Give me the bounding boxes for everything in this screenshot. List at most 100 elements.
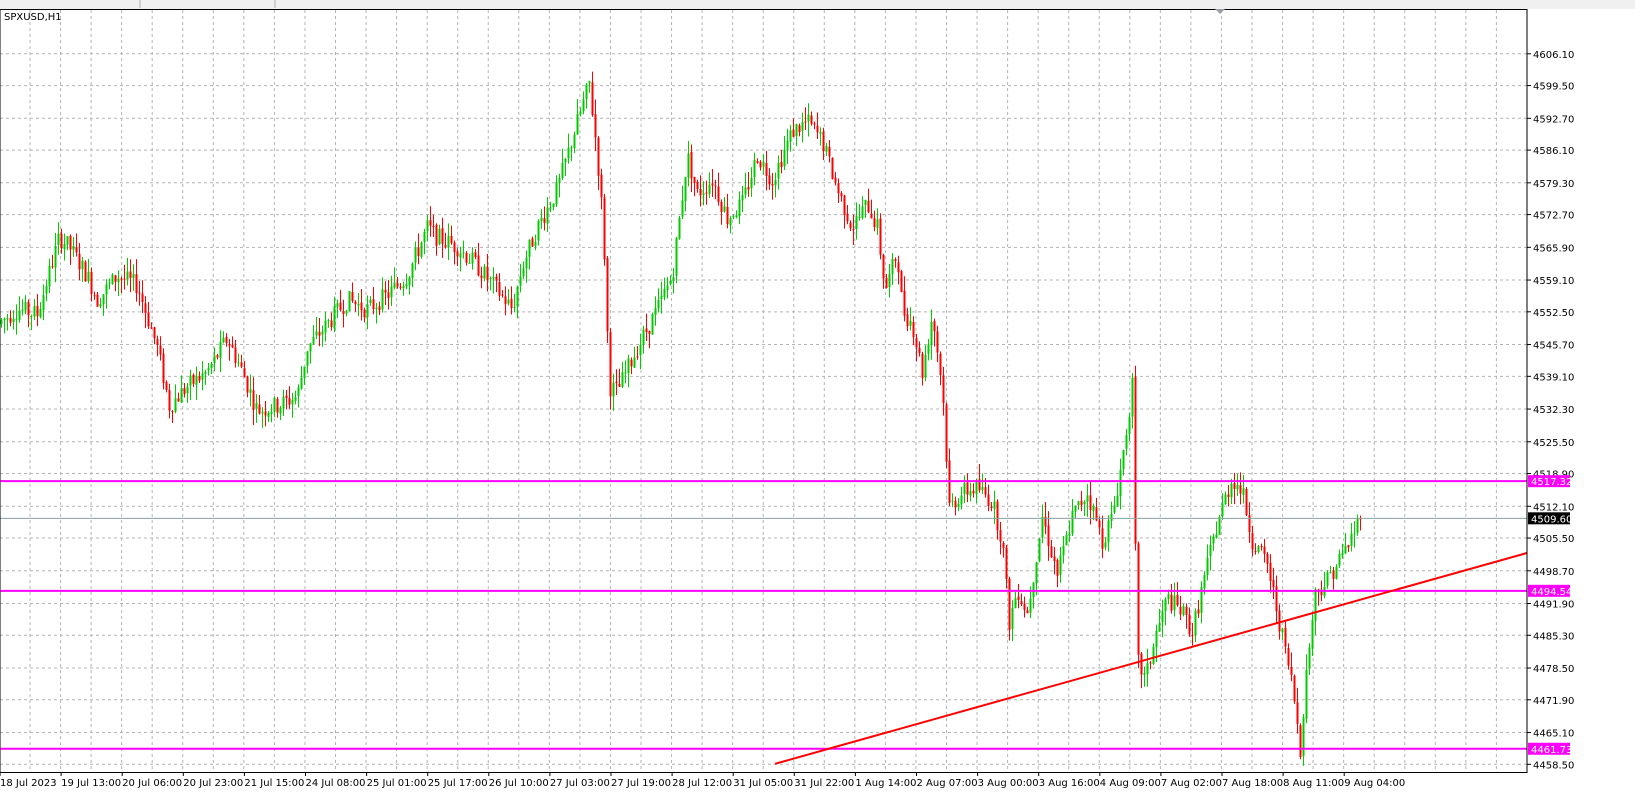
candle-body	[993, 501, 996, 509]
candle	[204, 369, 207, 385]
candle-body	[387, 292, 390, 298]
candle	[741, 186, 744, 213]
candle	[588, 80, 591, 93]
candle	[1332, 566, 1335, 590]
candle-body	[1122, 450, 1125, 470]
candle	[528, 239, 531, 270]
candle	[915, 333, 918, 362]
candle-body	[951, 500, 954, 502]
candle-body	[210, 363, 213, 369]
candle	[1272, 567, 1275, 600]
time-tick-label: 25 Jul 01:00	[367, 778, 427, 789]
candle	[12, 310, 15, 330]
candle	[1125, 428, 1128, 456]
candle	[669, 275, 672, 286]
candle	[423, 228, 426, 255]
candle	[651, 312, 654, 335]
candle	[1236, 473, 1239, 496]
candle-body	[207, 368, 210, 371]
candle	[24, 295, 27, 315]
candle	[384, 281, 387, 306]
candle-body	[177, 398, 180, 402]
candle-body	[1200, 587, 1203, 613]
candle-body	[33, 306, 36, 317]
candle-body	[114, 275, 117, 282]
candle-body	[108, 282, 111, 284]
candle	[696, 179, 699, 193]
candle-body	[1272, 580, 1275, 588]
candle	[642, 325, 645, 354]
candle-body	[1278, 610, 1281, 632]
candle	[813, 121, 816, 130]
candle	[1164, 597, 1167, 626]
candle-body	[1335, 566, 1338, 580]
candle	[66, 236, 69, 251]
candle	[1020, 593, 1023, 607]
candle	[75, 233, 78, 257]
candle-body	[663, 289, 666, 297]
candle-body	[741, 195, 744, 201]
candle	[897, 255, 900, 285]
price-axis[interactable]: 4606.10 4599.50 4592.70 4586.10 4579.30 4572.…	[1527, 0, 1635, 790]
candle-body	[516, 287, 519, 307]
candle	[1137, 541, 1140, 669]
candle-body	[507, 299, 510, 304]
candle	[759, 160, 762, 171]
candle-body	[480, 275, 483, 279]
candle	[54, 232, 57, 283]
trendlines[interactable]	[774, 552, 1528, 765]
candle	[345, 310, 348, 317]
candle-body	[567, 147, 570, 159]
candle-body	[504, 296, 507, 305]
horizontal-levels[interactable]	[0, 480, 1527, 750]
candle-body	[1083, 501, 1086, 505]
candle-body	[192, 374, 195, 384]
candle-body	[528, 239, 531, 257]
candle	[1293, 674, 1296, 704]
candle-body	[609, 331, 612, 397]
candle-body	[57, 233, 60, 245]
candle	[438, 224, 441, 246]
candle-body	[1080, 500, 1083, 505]
candle-body	[258, 404, 261, 414]
candles	[0, 71, 1362, 766]
candle-body	[9, 317, 12, 323]
candle-body	[1341, 552, 1344, 556]
candle	[144, 296, 147, 329]
candle	[1230, 478, 1233, 505]
candle	[909, 307, 912, 331]
candle	[102, 294, 105, 316]
candle	[1179, 596, 1182, 621]
candle-body	[150, 327, 153, 329]
candle	[357, 292, 360, 317]
candle	[819, 127, 822, 146]
candle	[783, 136, 786, 171]
candle	[351, 282, 354, 303]
candle-body	[1179, 606, 1182, 615]
price-tick-label: 4559.10	[1533, 276, 1574, 287]
candle	[264, 401, 267, 427]
candle-body	[255, 403, 258, 409]
candle	[567, 133, 570, 164]
candle	[606, 255, 609, 343]
candle	[981, 473, 984, 495]
candle-body	[990, 507, 993, 509]
candle	[1296, 687, 1299, 734]
candle	[30, 314, 33, 331]
candle	[1035, 561, 1038, 596]
candle-body	[531, 238, 534, 247]
candle	[849, 220, 852, 231]
candle-body	[1176, 595, 1179, 606]
candle-body	[765, 162, 768, 176]
candle-body	[1281, 628, 1284, 633]
candle-body	[792, 129, 795, 137]
candle	[525, 250, 528, 283]
candle	[801, 112, 804, 143]
candle	[1143, 666, 1146, 687]
candle-body	[984, 487, 987, 495]
candle	[78, 242, 81, 281]
time-axis[interactable]: 18 Jul 2023 19 Jul 13:00 20 Jul 06:00 20 Ju…	[0, 772, 1405, 789]
candle	[36, 294, 39, 327]
candle	[957, 498, 960, 512]
